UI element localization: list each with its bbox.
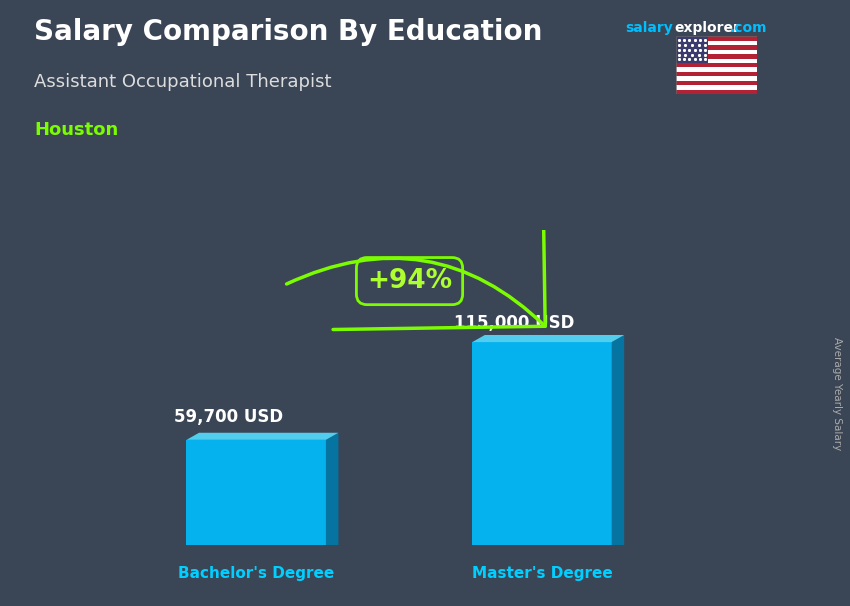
Text: 59,700 USD: 59,700 USD	[173, 408, 283, 425]
Text: Salary Comparison By Education: Salary Comparison By Education	[34, 18, 542, 46]
Bar	[676, 59, 756, 63]
Bar	[676, 36, 708, 63]
Bar	[676, 85, 756, 90]
Text: explorer: explorer	[674, 21, 740, 35]
Text: salary: salary	[625, 21, 672, 35]
Text: Average Yearly Salary: Average Yearly Salary	[832, 338, 842, 450]
Bar	[676, 81, 756, 85]
FancyBboxPatch shape	[186, 440, 326, 545]
Bar	[676, 90, 756, 94]
Bar	[676, 50, 756, 54]
Text: 115,000 USD: 115,000 USD	[454, 314, 575, 332]
FancyArrowPatch shape	[286, 114, 545, 330]
Bar	[676, 36, 756, 41]
Polygon shape	[326, 433, 338, 545]
Bar	[676, 76, 756, 81]
Bar	[676, 67, 756, 72]
Text: Master's Degree: Master's Degree	[472, 566, 612, 581]
Bar	[676, 54, 756, 59]
Text: +94%: +94%	[367, 268, 452, 294]
Bar	[676, 45, 756, 50]
Polygon shape	[612, 335, 624, 545]
FancyBboxPatch shape	[473, 342, 612, 545]
Polygon shape	[473, 335, 624, 342]
Text: Assistant Occupational Therapist: Assistant Occupational Therapist	[34, 73, 332, 91]
Text: Houston: Houston	[34, 121, 118, 139]
Bar	[676, 72, 756, 76]
Bar	[676, 41, 756, 45]
Text: .com: .com	[729, 21, 767, 35]
Text: Bachelor's Degree: Bachelor's Degree	[178, 566, 334, 581]
Bar	[676, 63, 756, 67]
Polygon shape	[186, 433, 338, 440]
